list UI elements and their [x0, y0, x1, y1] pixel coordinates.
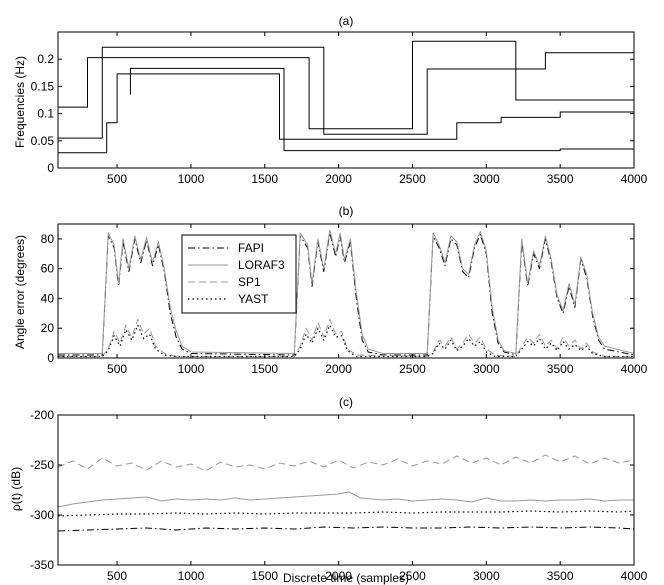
panel-b: (b) Angle error (degrees) 500 1000 1500 200…: [13, 204, 648, 376]
panel-2-xtick-label: 500: [107, 569, 127, 583]
legend-label: SP1: [238, 275, 261, 289]
panel-2-xtick-label: 4000: [621, 569, 648, 583]
panel-0-ytick-label: 0.15: [31, 79, 55, 93]
panel-1-xtick-label: 500: [107, 362, 127, 376]
panel-1-xtick-label: 4000: [621, 362, 648, 376]
panel-0-ytick-label: 0: [47, 161, 54, 175]
panel-a: (a) Frequencies (Hz) 500 1000 1500 2000 2500…: [13, 14, 648, 186]
panel-1-xtick-label: 1500: [251, 362, 278, 376]
panel-a-plot: 500 1000 1500 2000 2500 3000 3500 4000 0 0.05 0.1 0…: [31, 31, 648, 186]
panel-1-xtick-label: 2500: [399, 362, 426, 376]
panel-2-ytick-label: -200: [30, 408, 54, 422]
panel-2-xtick-label: 3500: [547, 569, 574, 583]
panel-1-xtick-label: 3500: [547, 362, 574, 376]
panel-2-xtick-label: 2500: [399, 569, 426, 583]
panel-1-ytick-label: 0: [47, 351, 54, 365]
panel-1-ytick-label: 20: [41, 321, 55, 335]
panel-0-series-0-line: [58, 40, 634, 130]
panel-0-xtick-label: 2000: [325, 172, 352, 186]
panel-c: (c) ρ(t) (dB) Discrete time (samples) 50…: [9, 395, 648, 585]
panel-2-xtick-label: 2000: [325, 569, 352, 583]
panel-0-xtick-label: 1000: [178, 172, 205, 186]
panel-c-ylabel: ρ(t) (dB): [9, 467, 23, 511]
panel-0-ytick-label: 0.1: [37, 107, 54, 121]
panel-1-ytick-label: 40: [41, 291, 55, 305]
panel-0-xtick-label: 500: [107, 172, 127, 186]
panel-1-series-1-line: [58, 229, 634, 354]
panel-0-xtick-label: 3000: [473, 172, 500, 186]
panel-2-series-3-line: [58, 526, 634, 532]
panel-1-series-0-line: [58, 232, 634, 356]
panel-c-title: (c): [339, 395, 353, 409]
panel-c-plot: 500 1000 1500 2000 2500 3000 3500 4000 -350 -300 -…: [30, 408, 648, 583]
panel-0-xtick-label: 4000: [621, 172, 648, 186]
panel-2-xtick-label: 3000: [473, 569, 500, 583]
panel-2-ytick-label: -250: [30, 458, 54, 472]
panel-2-series-1-line: [58, 491, 634, 508]
panel-1-xtick-label: 3000: [473, 362, 500, 376]
panel-b-ylabel: Angle error (degrees): [13, 235, 27, 349]
panel-2-ytick-label: -300: [30, 508, 54, 522]
panel-c-xlabel: Discrete time (samples): [283, 571, 409, 585]
panel-1-ytick-label: 80: [41, 232, 55, 246]
panel-0-series-2-line: [58, 73, 634, 154]
panel-2-series-2-line: [58, 510, 634, 517]
panel-2-axes-frame: [57, 414, 635, 566]
panel-b-plot: 500 1000 1500 2000 2500 3000 3500 4000 0 20 40 60 80: [41, 223, 648, 376]
panel-a-ylabel: Frequencies (Hz): [13, 56, 27, 148]
panel-2-ytick-label: -350: [30, 558, 54, 572]
panel-0-ytick-label: 0.2: [37, 52, 54, 66]
legend-box: [181, 234, 297, 314]
panel-1-series-3-line: [58, 324, 634, 358]
panel-1-axes-frame: [57, 223, 635, 359]
panel-0-axes-frame: [57, 31, 635, 169]
panel-1-ytick-label: 60: [41, 262, 55, 276]
panel-1-series-2-line: [58, 318, 634, 357]
panel-1-xtick-label: 2000: [325, 362, 352, 376]
legend: FAPI LORAF3 SP1 YAST: [181, 234, 297, 314]
legend-label: LORAF3: [238, 258, 285, 272]
panel-0-series-1-line: [58, 46, 634, 139]
legend-label: YAST: [238, 292, 269, 306]
panel-2-series-0-line: [58, 454, 634, 472]
panel-b-title: (b): [339, 204, 354, 218]
panel-0-xtick-label: 1500: [251, 172, 278, 186]
panel-0-xtick-label: 2500: [399, 172, 426, 186]
panel-0-xtick-label: 3500: [547, 172, 574, 186]
panel-0-series-3-line: [129, 67, 634, 152]
panel-0-ytick-label: 0.05: [31, 134, 55, 148]
legend-label: FAPI: [238, 241, 264, 255]
panel-2-xtick-label: 1000: [178, 569, 205, 583]
panel-1-xtick-label: 1000: [178, 362, 205, 376]
panel-a-title: (a): [339, 14, 354, 28]
panel-2-xtick-label: 1500: [251, 569, 278, 583]
